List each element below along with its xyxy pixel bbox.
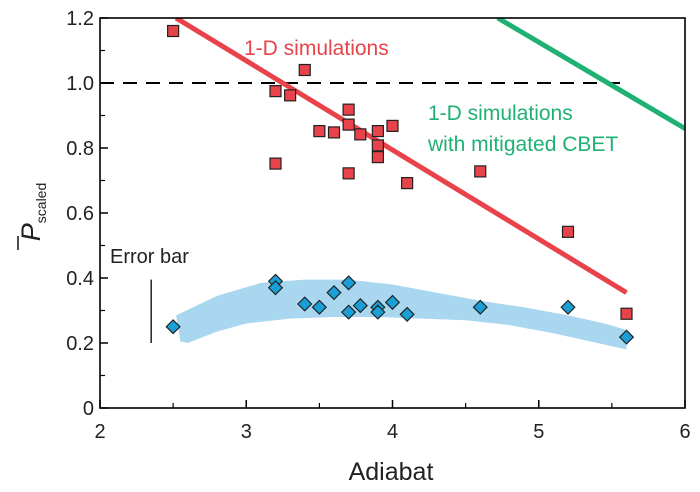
- green-line-label-2: with mitigated CBET: [427, 133, 618, 156]
- diamond-point-3: [267, 280, 284, 296]
- square-point-13: [371, 139, 384, 152]
- square-point-9: [342, 118, 355, 131]
- square-point-5: [298, 63, 311, 77]
- diamond-point-7: [340, 275, 357, 291]
- y-axis-label-main: P: [16, 223, 46, 241]
- y-axis-label-sub: scaled: [33, 183, 49, 223]
- green-line-label-1: 1-D simulations: [428, 102, 573, 125]
- diamond-point-14: [472, 299, 488, 315]
- diamond-point-16: [618, 329, 635, 345]
- diamond-point-13: [399, 306, 415, 323]
- diamond-point-4: [297, 296, 313, 312]
- x-tick-label-3: 4: [387, 421, 398, 443]
- square-point-1: [167, 24, 180, 38]
- error-bar-label: Error bar: [110, 246, 189, 268]
- y-tick-label-1: 0: [83, 398, 94, 420]
- y-tick-label-6: 1.0: [66, 73, 94, 95]
- diamond-point-1: [165, 319, 181, 335]
- y-tick-label-5: 0.8: [66, 138, 94, 160]
- y-tick-label-7: 1.2: [66, 8, 94, 30]
- trend-line-1: [174, 18, 628, 295]
- x-tick-label-4: 5: [533, 421, 544, 443]
- x-tick-label-2: 3: [241, 421, 252, 443]
- diamond-point-15: [560, 299, 576, 315]
- x-tick-label-1: 2: [94, 421, 105, 443]
- square-point-10: [342, 167, 355, 180]
- y-axis-label: Pscaled: [16, 183, 49, 250]
- points-layer: [165, 24, 635, 345]
- diamond-point-9: [352, 297, 368, 314]
- square-point-14: [371, 151, 384, 164]
- y-tick-label-2: 0.2: [66, 333, 94, 355]
- square-point-12: [371, 124, 384, 138]
- square-point-4: [284, 89, 297, 102]
- diamond-point-5: [311, 299, 328, 315]
- square-point-18: [561, 225, 575, 238]
- square-point-16: [401, 177, 414, 190]
- square-point-3: [269, 157, 282, 170]
- square-point-2: [269, 85, 282, 98]
- tick-labels-layer: 2 3 4 5 6 0 0.2 0.4 0.6 0.8 1.0 1.2: [66, 8, 690, 443]
- square-point-15: [386, 119, 399, 133]
- diamond-point-12: [384, 294, 401, 311]
- diamond-point-8: [340, 304, 357, 320]
- x-tick-label-5: 6: [679, 421, 690, 443]
- square-point-8: [342, 103, 355, 116]
- diamond-point-6: [326, 284, 342, 301]
- trend-lines-layer: [174, 18, 685, 295]
- square-point-11: [354, 128, 367, 141]
- svg-text:Pscaled: Pscaled: [16, 183, 49, 241]
- square-point-17: [474, 165, 487, 178]
- trend-line-2: [496, 18, 685, 131]
- y-tick-label-3: 0.4: [66, 268, 94, 290]
- square-point-19: [620, 307, 633, 320]
- red-line-label: 1-D simulations: [244, 37, 389, 60]
- ticks-layer: [99, 17, 686, 409]
- square-point-6: [313, 124, 326, 138]
- x-axis-label: Adiabat: [349, 458, 434, 486]
- diamond-point-11: [370, 304, 386, 320]
- y-tick-label-4: 0.6: [66, 203, 94, 225]
- square-point-7: [327, 126, 341, 139]
